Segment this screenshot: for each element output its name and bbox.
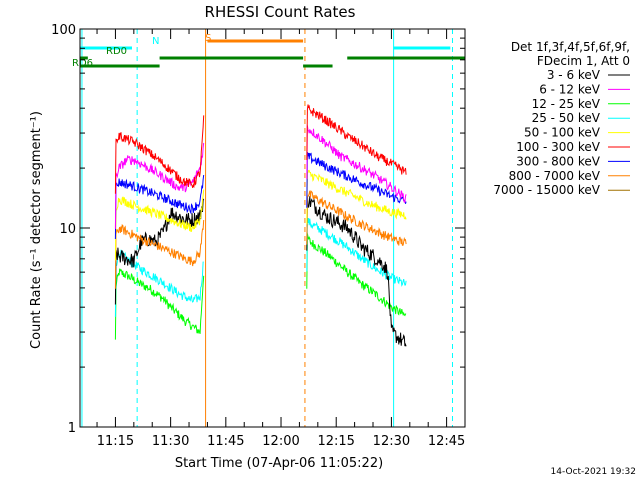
legend-label-0: 3 - 6 keV bbox=[547, 68, 601, 82]
x-tick-label-4: 12:15 bbox=[317, 434, 354, 449]
plot-area: N S RD0 RD6 bbox=[72, 29, 465, 427]
legend-label-3: 25 - 50 keV bbox=[532, 111, 601, 125]
state-bar-label-rd0: RD0 bbox=[106, 46, 127, 57]
series-line-6-seg-0 bbox=[114, 174, 205, 240]
timestamp: 14-Oct-2021 19:32 bbox=[551, 467, 636, 477]
legend-header-0: Det 1f,3f,4f,5f,6f,9f, bbox=[511, 40, 630, 54]
series-line-7-seg-0 bbox=[114, 219, 205, 289]
legend-label-5: 100 - 300 keV bbox=[516, 140, 600, 154]
state-bar-label-s: S bbox=[205, 33, 211, 44]
legend-header-1: FDecim 1, Att 0 bbox=[537, 54, 630, 68]
series-line-0-seg-1 bbox=[306, 195, 407, 347]
state-bar-label-n: N bbox=[152, 36, 159, 47]
series-line-7-seg-1 bbox=[306, 190, 407, 246]
y-axis-label: Count Rate (s⁻¹ detector segment⁻¹) bbox=[29, 111, 44, 349]
x-axis-label: Start Time (07-Apr-06 11:05:22) bbox=[175, 456, 383, 471]
x-tick-label-1: 11:30 bbox=[152, 434, 189, 449]
x-tick-label-0: 11:15 bbox=[97, 434, 134, 449]
chart-title: RHESSI Count Rates bbox=[205, 3, 356, 21]
y-tick-label-0: 1 bbox=[68, 421, 76, 436]
legend-label-6: 300 - 800 keV bbox=[516, 154, 600, 168]
x-tick-label-2: 11:45 bbox=[207, 434, 244, 449]
legend-label-1: 6 - 12 keV bbox=[539, 82, 601, 96]
series-line-0-seg-0 bbox=[114, 198, 205, 305]
series-line-5-seg-1 bbox=[306, 104, 407, 175]
y-tick-label-1: 10 bbox=[59, 222, 76, 237]
x-tick-label-6: 12:45 bbox=[428, 434, 465, 449]
series-line-2-seg-0 bbox=[114, 268, 205, 340]
series-line-4-seg-1 bbox=[306, 169, 407, 225]
series-line-3-seg-0 bbox=[114, 249, 204, 317]
legend-label-2: 12 - 25 keV bbox=[532, 97, 601, 111]
axes: 1 10 100 11:15 11:30 11:45 12:00 12:15 12:30 12:4… bbox=[51, 23, 466, 449]
x-tick-label-5: 12:30 bbox=[373, 434, 410, 449]
y-tick-label-2: 100 bbox=[51, 23, 76, 38]
series-line-4-seg-0 bbox=[114, 189, 205, 261]
legend-label-4: 50 - 100 keV bbox=[524, 126, 601, 140]
legend-label-7: 800 - 7000 keV bbox=[509, 169, 601, 183]
series-line-3-seg-1 bbox=[306, 217, 407, 287]
legend-label-8: 7000 - 15000 keV bbox=[493, 183, 600, 197]
series-line-6-seg-1 bbox=[306, 152, 407, 208]
series-line-5-seg-0 bbox=[114, 115, 205, 194]
x-tick-label-3: 12:00 bbox=[262, 434, 299, 449]
legend: Det 1f,3f,4f,5f,6f,9f,FDecim 1, Att 03 -… bbox=[493, 40, 630, 197]
state-bar-label-rd6: RD6 bbox=[72, 58, 93, 69]
series-line-1-seg-1 bbox=[306, 125, 407, 203]
